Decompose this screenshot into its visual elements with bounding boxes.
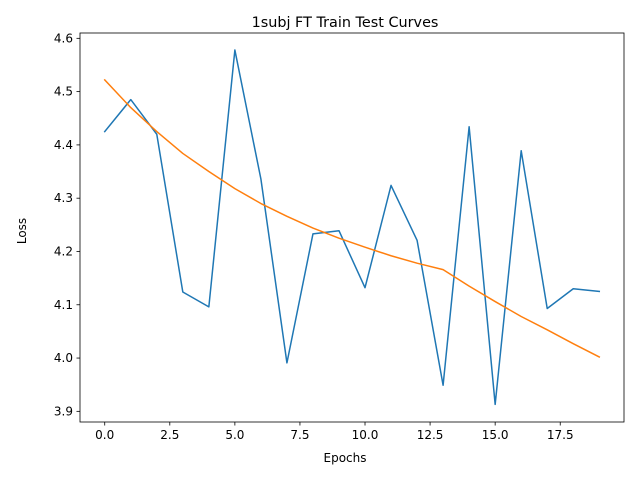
ticks-layer: 0.0 2.5 5.0 7.5 10.0 12.5 15.0 17.5 3.9 4.0 4.1 4.2…	[54, 31, 574, 442]
chart-title: 1subj FT Train Test Curves	[252, 15, 439, 31]
y-tick-label: 3.9	[54, 404, 73, 418]
y-tick-label: 4.1	[54, 298, 73, 312]
x-tick-label: 0.0	[95, 428, 114, 442]
x-tick-label: 17.5	[547, 428, 574, 442]
y-tick-label: 4.5	[54, 85, 73, 99]
x-tick-label: 5.0	[225, 428, 244, 442]
y-tick-label: 4.0	[54, 351, 73, 365]
y-axis-label: Loss	[15, 218, 29, 244]
series-line-1	[103, 49, 601, 406]
x-axis-label: Epochs	[324, 451, 367, 465]
x-tick-label: 15.0	[482, 428, 509, 442]
x-tick-label: 7.5	[290, 428, 309, 442]
y-tick-label: 4.4	[54, 138, 73, 152]
x-tick-label: 2.5	[160, 428, 179, 442]
plot-frame	[79, 32, 625, 423]
y-tick-label: 4.6	[54, 31, 73, 45]
y-tick-label: 4.2	[54, 244, 73, 258]
y-tick-label: 4.3	[54, 191, 73, 205]
x-tick-label: 12.5	[417, 428, 444, 442]
x-tick-label: 10.0	[352, 428, 379, 442]
series-line-2	[103, 78, 601, 358]
series-layer	[103, 49, 601, 406]
